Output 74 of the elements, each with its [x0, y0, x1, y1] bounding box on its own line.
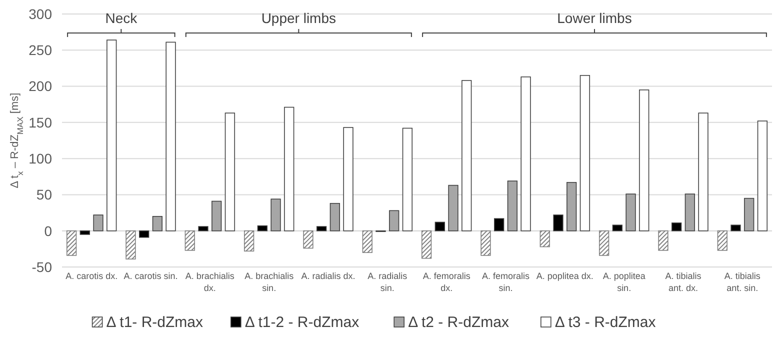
y-tick-label: -50	[32, 258, 52, 275]
x-tick-label: A. carotis dx.	[66, 271, 118, 281]
bar	[402, 128, 413, 232]
bar	[639, 90, 650, 232]
x-tick-label: A. radialis dx.	[301, 271, 356, 281]
x-tick-label: A. brachialis dx.	[185, 271, 235, 293]
bar	[540, 230, 550, 248]
bar	[244, 230, 254, 252]
bar	[106, 40, 117, 232]
y-tick-label: 250	[28, 42, 52, 58]
bar	[462, 80, 472, 232]
y-tick-label: 0	[44, 222, 52, 239]
bar	[672, 222, 682, 232]
bar	[316, 226, 327, 232]
bar	[270, 198, 281, 232]
bar	[139, 230, 150, 238]
y-tick-label: 50	[36, 186, 52, 203]
bar	[434, 222, 445, 232]
annotation: Upper limbs	[261, 10, 336, 26]
bar	[126, 230, 136, 260]
x-tick-label: A. brachialis sin.	[244, 271, 294, 293]
bar	[257, 225, 268, 232]
bar	[198, 226, 208, 232]
x-tick-label: A. carotis sin.	[124, 271, 178, 281]
y-tick-label: 300	[28, 6, 52, 22]
annotation: Neck	[105, 10, 138, 26]
bar	[152, 216, 162, 232]
bar	[166, 42, 176, 232]
legend-label: Δ t2 - R-dZmax	[408, 314, 510, 331]
bar	[80, 230, 90, 235]
bar	[480, 230, 491, 256]
bar	[66, 230, 77, 256]
bar	[598, 230, 610, 256]
bar	[744, 198, 754, 232]
bar	[580, 75, 590, 232]
bar	[520, 76, 531, 232]
x-tick-label: A. femoralis dx.	[422, 271, 471, 293]
bar	[698, 112, 708, 232]
bar	[553, 214, 564, 232]
x-tick-label: A. femoralis sin.	[482, 271, 530, 293]
bar	[389, 210, 400, 232]
y-tick-label: 150	[28, 114, 52, 130]
legend-label: Δ t1-2 - R-dZmax	[244, 314, 360, 331]
bar	[343, 127, 354, 232]
bar	[93, 214, 104, 232]
bar	[757, 120, 768, 232]
bar	[184, 230, 195, 251]
x-tick-label: A. tibialis ant. dx.	[665, 271, 702, 293]
bar	[717, 230, 728, 251]
bar	[612, 224, 622, 232]
x-tick-label: A. radialis sin.	[368, 271, 408, 293]
bar	[730, 224, 741, 232]
bar	[448, 184, 458, 232]
bar	[684, 194, 695, 232]
bar	[284, 106, 294, 232]
y-tick-label: 200	[28, 78, 52, 94]
bar	[566, 182, 577, 232]
bar	[303, 230, 314, 249]
legend-label: Δ t1- R-dZmax	[106, 314, 204, 331]
bar	[507, 180, 518, 232]
bar	[421, 230, 432, 259]
bar	[330, 202, 340, 232]
bar	[362, 230, 372, 253]
y-tick-label: 100	[28, 150, 52, 166]
bar	[494, 218, 504, 232]
bar	[224, 112, 236, 232]
x-tick-label: A. poplitea sin.	[602, 271, 646, 293]
bar	[212, 200, 222, 232]
annotation: Lower limbs	[557, 10, 632, 26]
x-tick-label: A. tibialis ant. sin.	[724, 271, 761, 293]
x-tick-label: A. poplitea dx.	[536, 271, 594, 281]
bar	[658, 230, 668, 251]
bar	[626, 194, 636, 232]
legend-label: Δ t3 - R-dZmax	[554, 314, 656, 331]
